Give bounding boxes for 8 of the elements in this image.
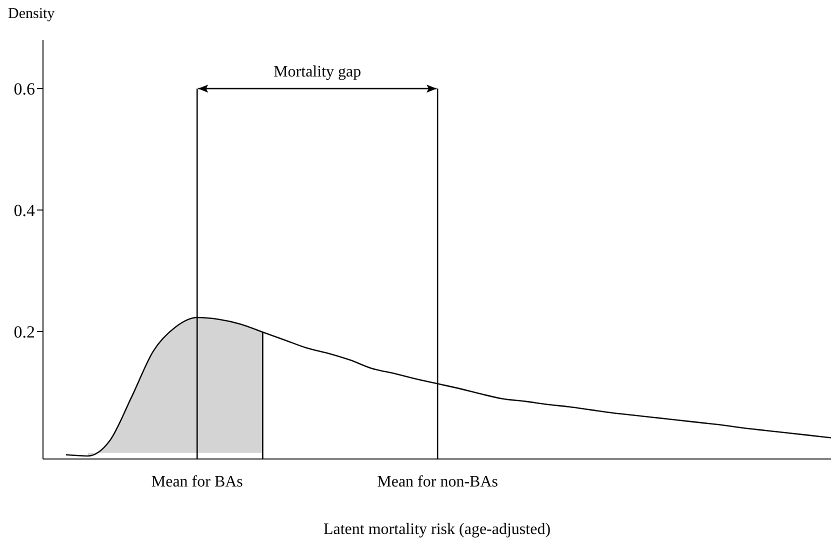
y-tick-label: 0.4	[14, 201, 36, 220]
annotation: Mortality gap	[274, 64, 362, 81]
y-tick-label: 0.2	[14, 322, 35, 342]
x-tick-label: Mean for non-BAs	[377, 473, 498, 490]
x-axis-title: Latent mortality risk (age-adjusted)	[322, 521, 552, 539]
y-tick-label: 0.6	[14, 80, 35, 99]
y-axis-title: Density	[8, 6, 55, 23]
x-tick-label: Mean for BAs	[151, 473, 243, 490]
